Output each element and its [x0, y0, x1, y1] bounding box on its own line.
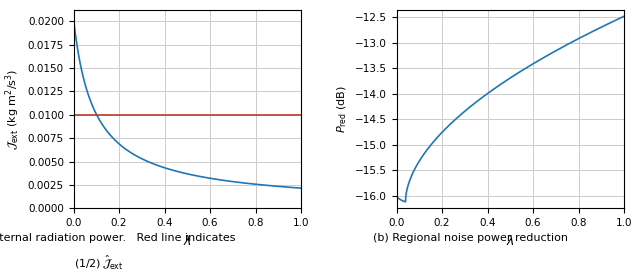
Y-axis label: $\mathcal{J}_{\mathrm{ext}}$ (kg m$^2$/s$^3$): $\mathcal{J}_{\mathrm{ext}}$ (kg m$^2$/s… [3, 68, 22, 150]
X-axis label: $\lambda$: $\lambda$ [506, 234, 515, 248]
Text: $(1/2)\,\hat{\mathcal{J}}_{\mathrm{ext}}$: $(1/2)\,\hat{\mathcal{J}}_{\mathrm{ext}}… [74, 253, 124, 270]
Y-axis label: $P_{\mathrm{red}}$ (dB): $P_{\mathrm{red}}$ (dB) [336, 85, 349, 133]
Text: (b) Regional noise power reduction: (b) Regional noise power reduction [373, 233, 568, 243]
X-axis label: $\lambda$: $\lambda$ [183, 234, 191, 248]
Text: (a)  External radiation power.   Red line indicates: (a) External radiation power. Red line i… [0, 233, 236, 243]
